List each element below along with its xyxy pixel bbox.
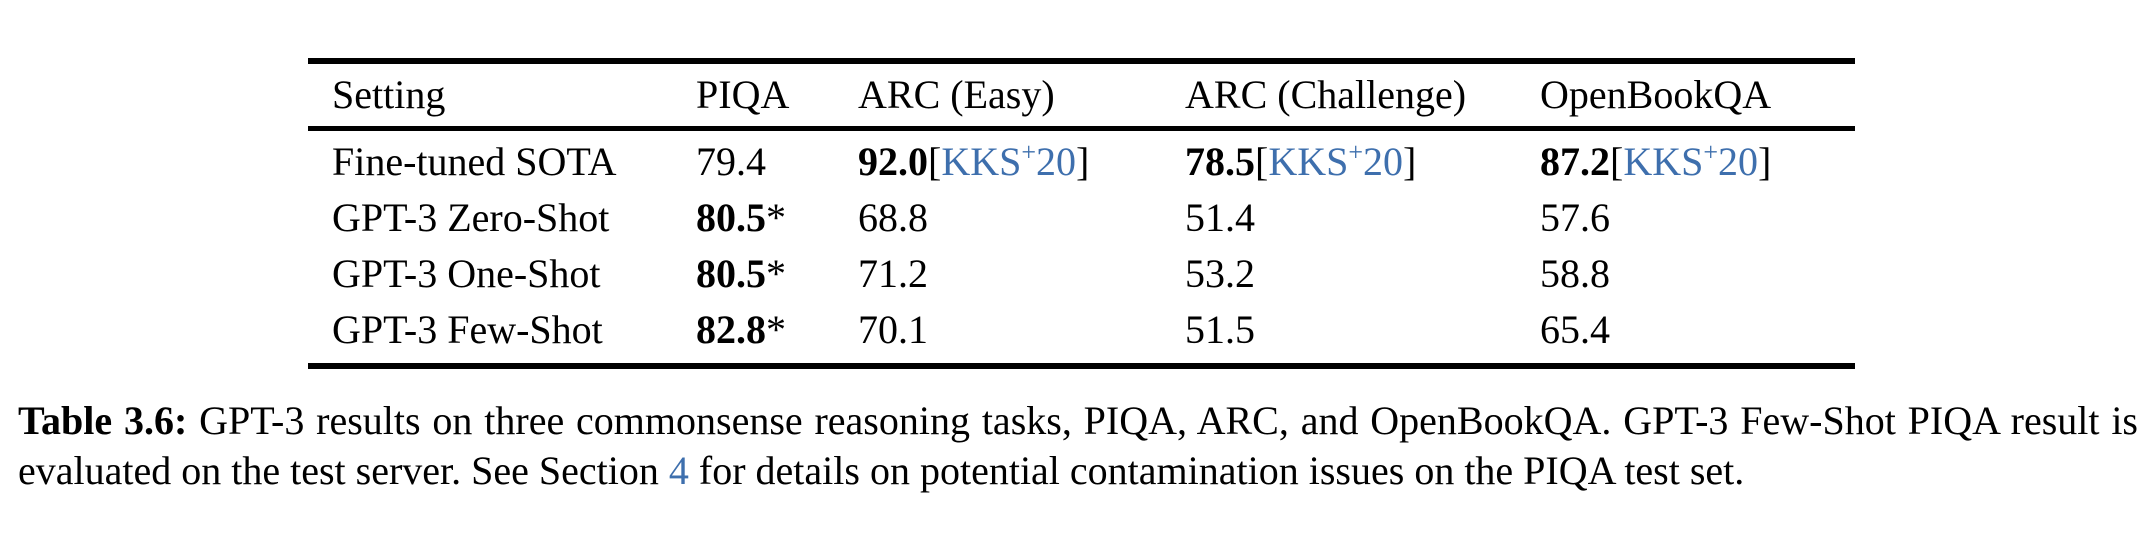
score-value: 68.8	[858, 195, 928, 240]
citation-bracket: [	[928, 139, 942, 184]
score-value: 82.8	[696, 307, 766, 352]
citation-bracket: ]	[1758, 139, 1772, 184]
score-value: 80.5	[696, 251, 766, 296]
cell-setting: GPT-3 Zero-Shot	[332, 195, 610, 240]
cell-openbookqa: 57.6	[1540, 190, 1855, 246]
score-value: 79.4	[696, 139, 766, 184]
cell-openbookqa: 58.8	[1540, 246, 1855, 302]
table-bottom-rule	[308, 363, 1855, 369]
table-row-gpt3-one-shot: GPT-3 One-Shot 80.5* 71.2 53.2 58.8	[308, 246, 1855, 302]
star-marker: *	[766, 251, 786, 296]
score-value: 80.5	[696, 195, 766, 240]
column-header-openbookqa: OpenBookQA	[1540, 72, 1772, 117]
score-value: 71.2	[858, 251, 928, 296]
cell-arc-challenge: 51.4	[1185, 190, 1540, 246]
cell-arc-challenge: 78.5[KKS+20]	[1185, 134, 1540, 190]
table-top-rule	[308, 58, 1855, 64]
cell-piqa: 80.5*	[696, 246, 858, 302]
star-marker: *	[766, 307, 786, 352]
cell-setting: GPT-3 One-Shot	[332, 251, 601, 296]
cell-arc-easy: 71.2	[858, 246, 1185, 302]
score-value: 51.5	[1185, 307, 1255, 352]
cell-arc-easy: 92.0[KKS+20]	[858, 134, 1185, 190]
cell-arc-challenge: 53.2	[1185, 246, 1540, 302]
cell-setting: Fine-tuned SOTA	[332, 139, 617, 184]
table-row-fine-tuned-sota: Fine-tuned SOTA 79.4 92.0[KKS+20] 78.5[K…	[308, 134, 1855, 190]
column-header-piqa: PIQA	[696, 72, 790, 117]
score-value: 58.8	[1540, 251, 1610, 296]
score-value: 92.0	[858, 139, 928, 184]
caption-text-before-link: GPT-3 results on three commonsense reaso…	[18, 398, 2138, 493]
caption-text-after-link: for details on potential contamination i…	[688, 448, 1745, 493]
results-table: Setting PIQA ARC (Easy) ARC (Challenge) …	[308, 58, 1855, 369]
score-value: 87.2	[1540, 139, 1610, 184]
citation-bracket: [	[1610, 139, 1624, 184]
column-header-arc-challenge: ARC (Challenge)	[1185, 72, 1467, 117]
citation-bracket: ]	[1076, 139, 1090, 184]
cell-piqa: 80.5*	[696, 190, 858, 246]
table-caption: Table 3.6: GPT-3 results on three common…	[18, 396, 2138, 496]
column-header-setting: Setting	[332, 72, 446, 117]
score-value: 70.1	[858, 307, 928, 352]
score-value: 65.4	[1540, 307, 1610, 352]
column-header-arc-easy: ARC (Easy)	[858, 72, 1055, 117]
cell-arc-easy: 70.1	[858, 302, 1185, 358]
cell-arc-easy: 68.8	[858, 190, 1185, 246]
citation-link-kks20[interactable]: KKS+20	[941, 137, 1077, 184]
table-header-row: Setting PIQA ARC (Easy) ARC (Challenge) …	[308, 64, 1855, 126]
score-value: 57.6	[1540, 195, 1610, 240]
citation-link-kks20[interactable]: KKS+20	[1623, 137, 1759, 184]
score-value: 51.4	[1185, 195, 1255, 240]
cell-arc-challenge: 51.5	[1185, 302, 1540, 358]
citation-bracket: [	[1255, 139, 1269, 184]
table-body: Fine-tuned SOTA 79.4 92.0[KKS+20] 78.5[K…	[308, 131, 1855, 363]
cell-setting: GPT-3 Few-Shot	[332, 307, 603, 352]
table-mid-rule	[308, 126, 1855, 131]
citation-link-kks20[interactable]: KKS+20	[1268, 137, 1404, 184]
table-row-gpt3-few-shot: GPT-3 Few-Shot 82.8* 70.1 51.5 65.4	[308, 302, 1855, 358]
caption-label: Table 3.6:	[18, 398, 188, 443]
cell-openbookqa: 87.2[KKS+20]	[1540, 134, 1855, 190]
cell-openbookqa: 65.4	[1540, 302, 1855, 358]
section-4-link[interactable]: 4	[668, 448, 689, 493]
cell-piqa: 79.4	[696, 134, 858, 190]
score-value: 78.5	[1185, 139, 1255, 184]
score-value: 53.2	[1185, 251, 1255, 296]
cell-piqa: 82.8*	[696, 302, 858, 358]
citation-bracket: ]	[1403, 139, 1417, 184]
star-marker: *	[766, 195, 786, 240]
table-row-gpt3-zero-shot: GPT-3 Zero-Shot 80.5* 68.8 51.4 57.6	[308, 190, 1855, 246]
